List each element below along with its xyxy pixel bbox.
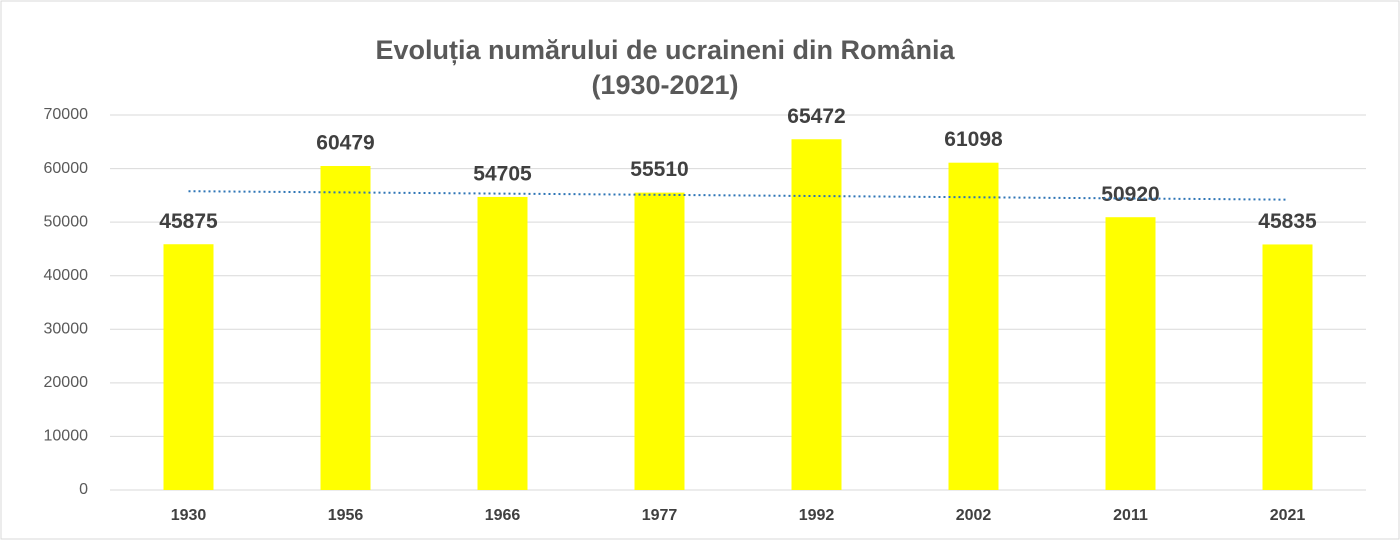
y-tick-label: 60000 — [44, 160, 89, 177]
x-tick-label: 1966 — [485, 507, 521, 524]
chart-title: Evoluția numărului de ucraineni din Româ… — [375, 35, 955, 65]
chart-subtitle: (1930-2021) — [591, 70, 738, 100]
value-label: 45835 — [1258, 210, 1317, 233]
x-tick-label: 2002 — [956, 507, 992, 524]
bar — [1105, 217, 1156, 490]
bar — [163, 244, 214, 490]
bar — [1262, 244, 1313, 490]
x-tick-label: 1977 — [642, 507, 678, 524]
x-tick-label: 2011 — [1113, 507, 1148, 524]
value-label: 60479 — [316, 132, 374, 155]
x-tick-label: 2021 — [1270, 507, 1306, 524]
value-label: 50920 — [1101, 183, 1159, 206]
value-label: 45875 — [159, 210, 218, 233]
value-label: 54705 — [473, 162, 532, 185]
y-tick-label: 70000 — [44, 106, 89, 123]
bar — [477, 196, 528, 490]
x-tick-label: 1930 — [171, 507, 207, 524]
value-label: 65472 — [787, 105, 845, 128]
value-label: 61098 — [944, 128, 1003, 151]
bar — [948, 162, 999, 491]
y-tick-label: 30000 — [44, 321, 89, 338]
value-label: 55510 — [630, 158, 688, 181]
y-tick-label: 20000 — [44, 374, 89, 391]
y-tick-label: 50000 — [44, 213, 89, 230]
y-tick-label: 40000 — [44, 267, 89, 284]
x-tick-label: 1956 — [328, 507, 364, 524]
bar — [791, 139, 842, 490]
y-tick-label: 0 — [79, 481, 88, 498]
x-tick-label: 1992 — [799, 507, 835, 524]
trend-line — [188, 190, 1288, 201]
bar — [320, 166, 371, 490]
bar — [634, 192, 685, 490]
y-tick-label: 10000 — [44, 428, 89, 445]
